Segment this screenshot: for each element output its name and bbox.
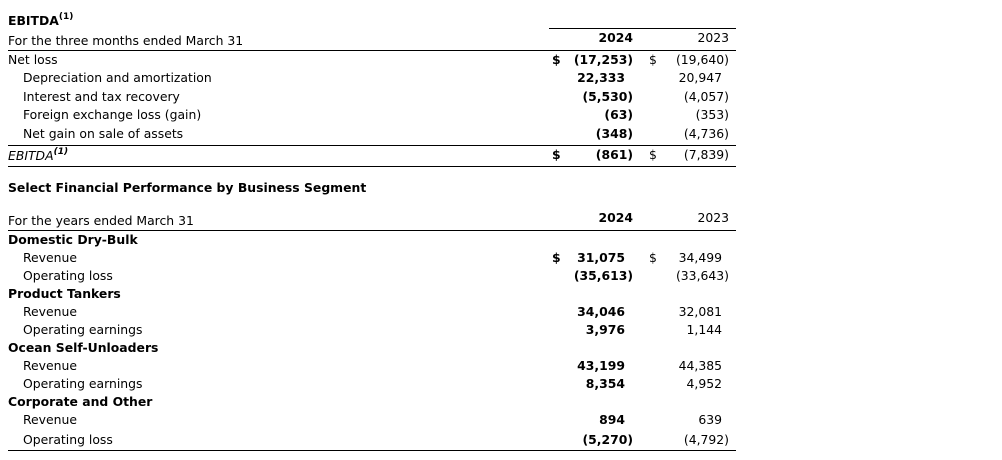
row-label: EBITDA(1)	[8, 147, 68, 163]
table-row: Operating loss (5,270) (4,792)	[0, 431, 740, 449]
period-label: For the three months ended March 31	[8, 33, 244, 48]
value-2024: (5,530)	[582, 89, 633, 104]
table-row: Depreciation and amortization 22,333 20,94…	[0, 69, 740, 87]
table-row: Foreign exchange loss (gain) (63) (353)	[0, 106, 740, 124]
row-label: Revenue	[23, 412, 77, 427]
value-2023: 4,952	[686, 376, 722, 391]
row-label: Operating loss	[23, 268, 113, 283]
table-row: Revenue 43,199 44,385	[0, 357, 740, 375]
value-2023: (4,736)	[683, 126, 729, 141]
row-label: Operating loss	[23, 432, 113, 447]
segment-name: Product Tankers	[8, 286, 121, 301]
value-2023: 639	[698, 412, 722, 427]
segment-group-header: Product Tankers	[0, 285, 740, 303]
currency-2024: $	[552, 147, 561, 162]
footnote-marker: (1)	[58, 12, 74, 22]
segment-name: Ocean Self-Unloaders	[8, 340, 159, 355]
value-2023: (33,643)	[675, 268, 729, 283]
row-label: Revenue	[23, 250, 77, 265]
period-label: For the years ended March 31	[8, 213, 194, 228]
row-label: Revenue	[23, 304, 77, 319]
ebitda-title: EBITDA(1)	[8, 9, 73, 29]
ebitda-title-text: EBITDA	[8, 13, 59, 28]
value-2024: (35,613)	[573, 268, 633, 283]
value-2023: 44,385	[678, 358, 722, 373]
value-2024: (63)	[604, 107, 633, 122]
value-2024: 34,046	[577, 304, 625, 319]
row-label: Foreign exchange loss (gain)	[23, 107, 202, 122]
value-2024: (348)	[595, 126, 633, 141]
value-2023: 32,081	[678, 304, 722, 319]
total-label: EBITDA	[8, 148, 54, 163]
value-2023: (353)	[695, 107, 729, 122]
value-2023: (7,839)	[683, 147, 729, 162]
table-row: Revenue $31,075 $34,499	[0, 249, 740, 267]
col-header-2023: 2023	[697, 30, 729, 45]
table-row: Net loss $ (17,253) $ (19,640)	[0, 51, 740, 69]
col-header-2024: 2024	[598, 210, 634, 225]
segment-group-header: Corporate and Other	[0, 393, 740, 411]
segment-group-header: Domestic Dry-Bulk	[0, 231, 740, 249]
divider	[8, 50, 736, 51]
table-row: Interest and tax recovery (5,530) (4,057)	[0, 88, 740, 106]
currency-2023: $	[649, 147, 657, 162]
value-2024: 31,075	[577, 250, 625, 265]
currency-2024: $	[552, 250, 561, 265]
value-2024: 894	[599, 412, 625, 427]
row-label: Operating earnings	[23, 376, 143, 391]
table-row: Operating loss (35,613) (33,643)	[0, 267, 740, 285]
col-header-2024: 2024	[598, 30, 634, 45]
footnote-marker: (1)	[53, 147, 69, 157]
value-2023: 1,144	[686, 322, 722, 337]
value-2024: (5,270)	[582, 432, 633, 447]
divider	[8, 145, 736, 146]
row-label: Operating earnings	[23, 322, 143, 337]
divider	[8, 166, 736, 167]
value-2024: 43,199	[577, 358, 625, 373]
segment-name: Corporate and Other	[8, 394, 153, 409]
value-2024: 8,354	[585, 376, 625, 391]
value-2023: 20,947	[678, 70, 722, 85]
value-2023: (4,057)	[683, 89, 729, 104]
value-2023: 34,499	[678, 250, 722, 265]
table-row: Revenue 894 639	[0, 411, 740, 429]
currency-2024: $	[552, 52, 561, 67]
value-2024: (861)	[595, 147, 633, 162]
divider	[8, 450, 736, 451]
segment-name: Domestic Dry-Bulk	[8, 232, 138, 247]
divider	[8, 230, 736, 231]
row-label: Net loss	[8, 52, 58, 67]
row-label: Net gain on sale of assets	[23, 126, 184, 141]
value-2024: 3,976	[585, 322, 625, 337]
value-2024: (17,253)	[573, 52, 633, 67]
row-label: Interest and tax recovery	[23, 89, 180, 104]
segment-group-header: Ocean Self-Unloaders	[0, 339, 740, 357]
segment-title: Select Financial Performance by Business…	[8, 180, 367, 195]
row-label: Revenue	[23, 358, 77, 373]
value-2024: 22,333	[577, 70, 625, 85]
divider	[549, 28, 736, 29]
value-2023: (19,640)	[675, 52, 729, 67]
ebitda-total-row: EBITDA(1) $ (861) $ (7,839)	[0, 146, 740, 164]
col-header-2023: 2023	[697, 210, 729, 225]
table-row: Net gain on sale of assets (348) (4,736)	[0, 125, 740, 143]
value-2023: (4,792)	[683, 432, 729, 447]
currency-2023: $	[649, 52, 657, 67]
table-row: Revenue 34,046 32,081	[0, 303, 740, 321]
table-row: Operating earnings 8,354 4,952	[0, 375, 740, 393]
table-row: Operating earnings 3,976 1,144	[0, 321, 740, 339]
currency-2023: $	[649, 250, 657, 265]
row-label: Depreciation and amortization	[23, 70, 212, 85]
